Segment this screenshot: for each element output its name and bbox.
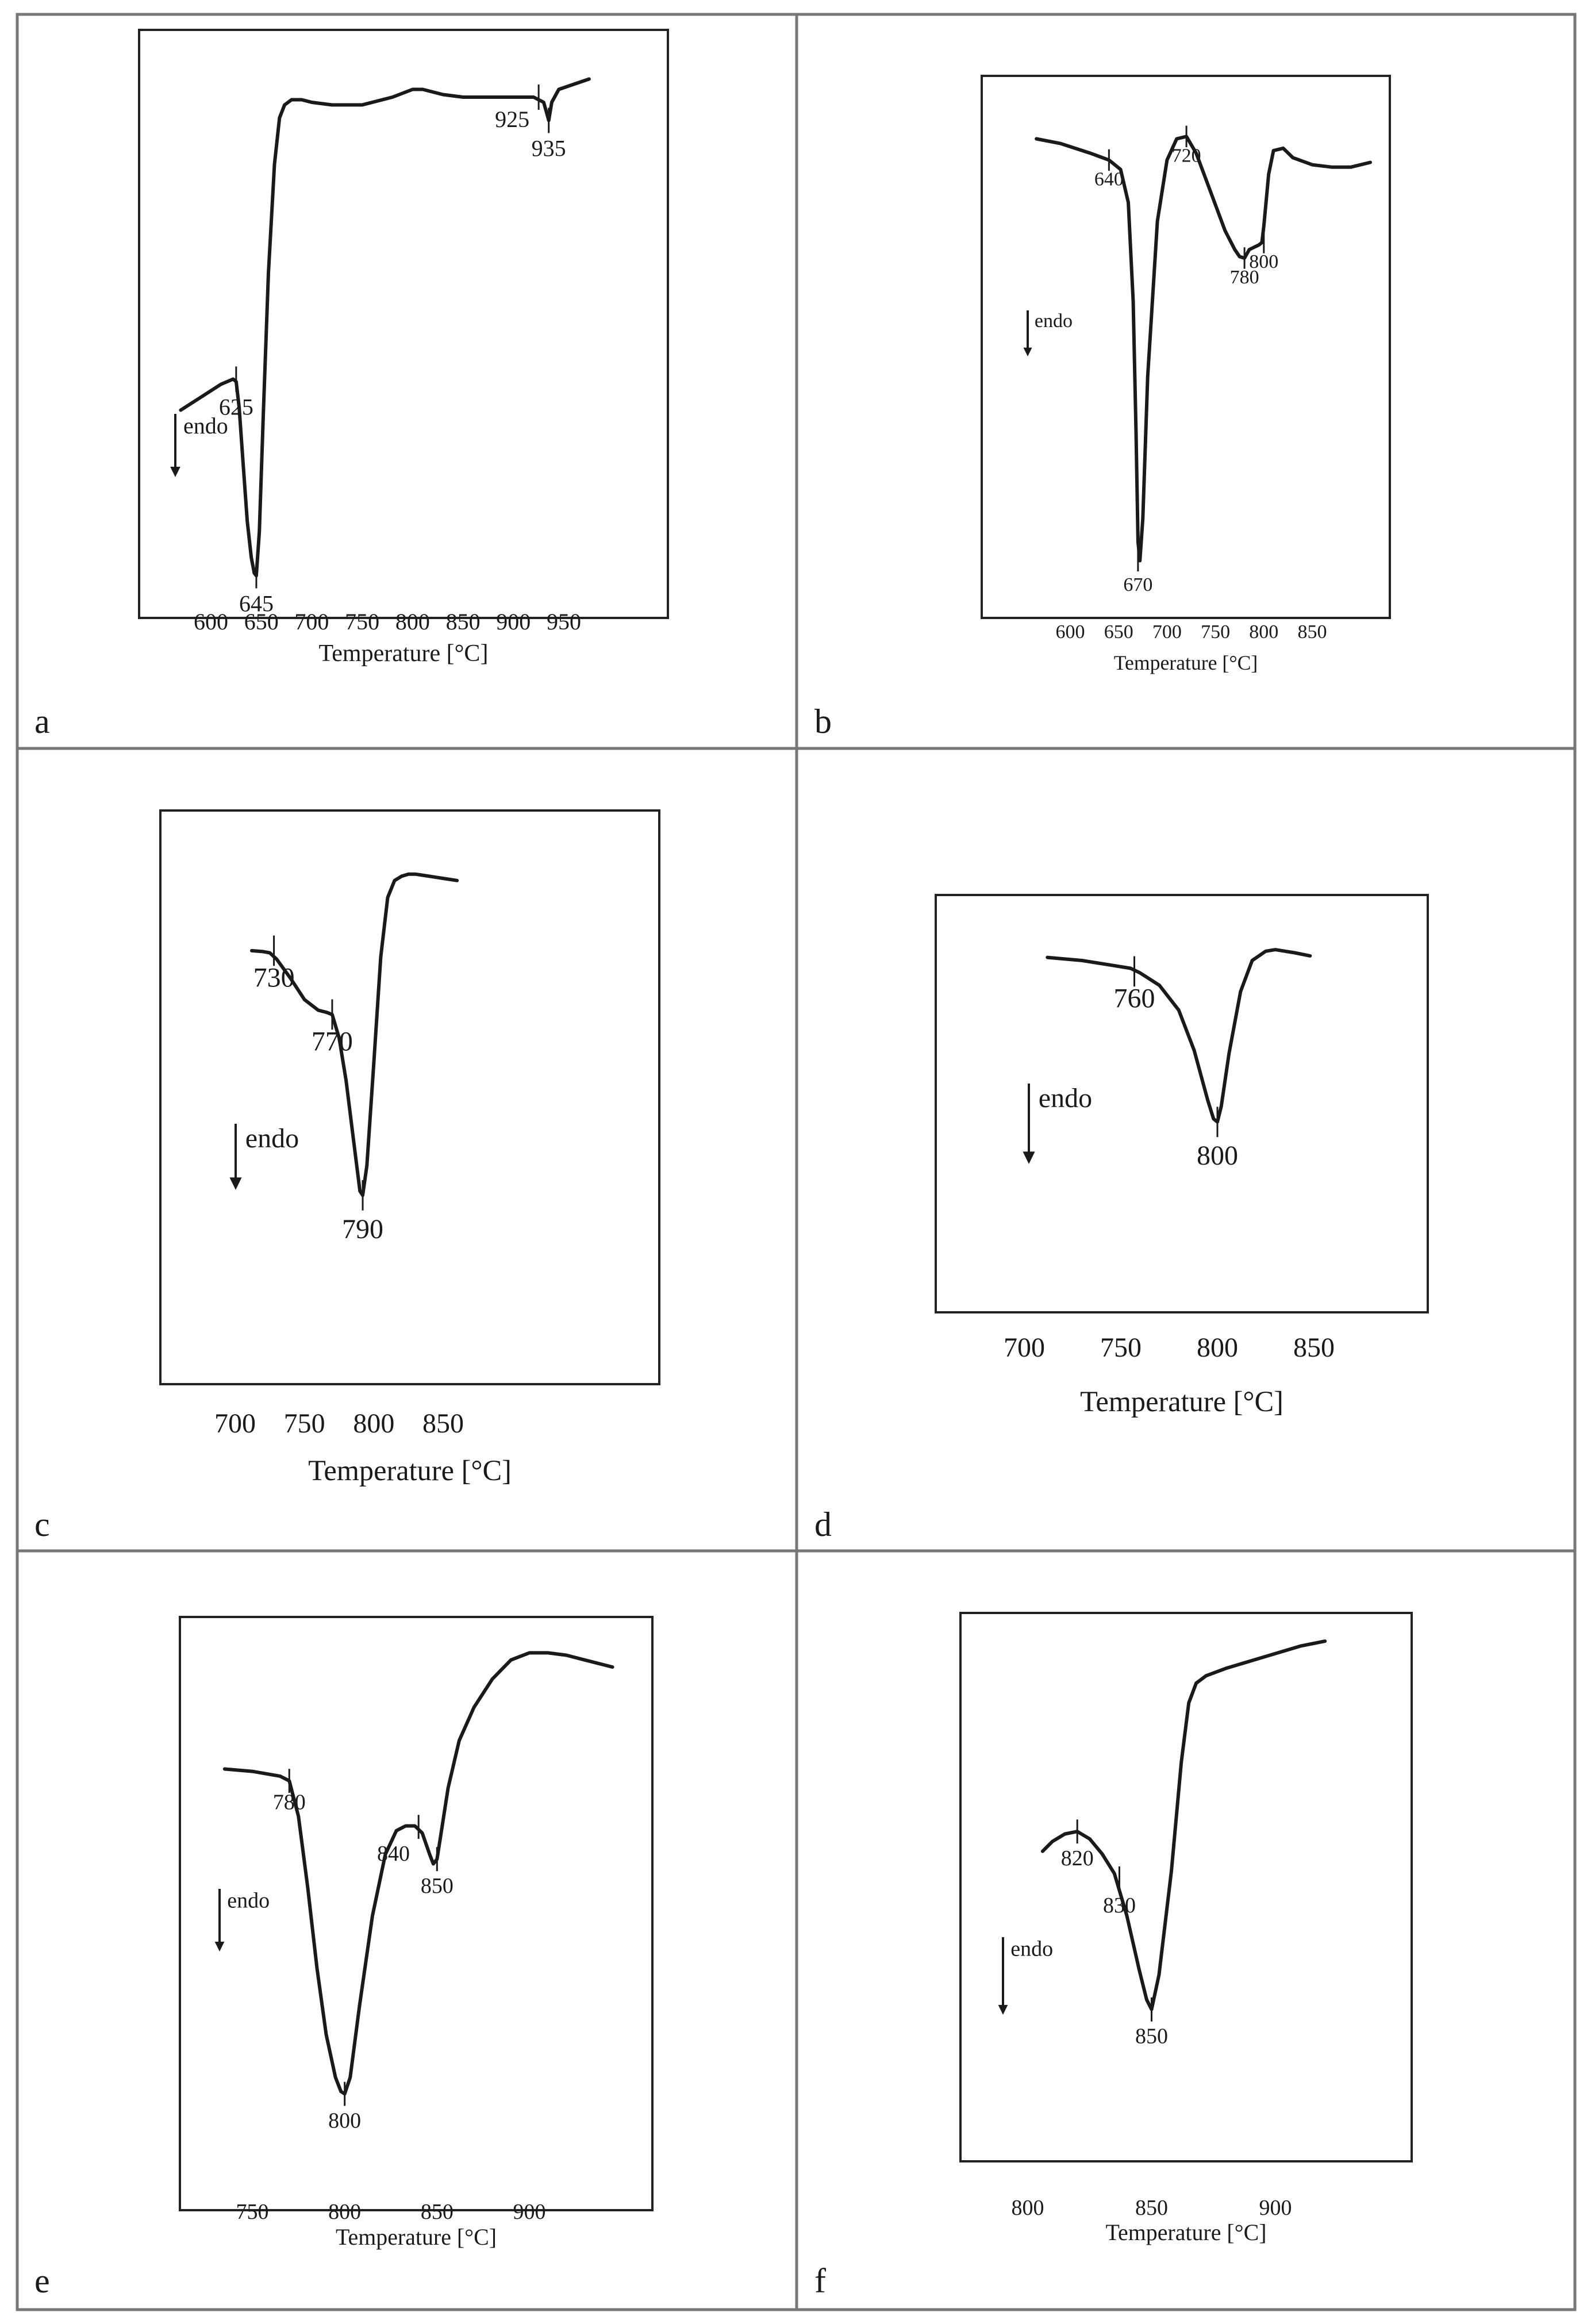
endo-label: endo	[1035, 310, 1073, 332]
x-tick-label: 850	[421, 2200, 454, 2224]
x-tick-label: 650	[244, 609, 279, 635]
peak-label: 820	[1061, 1846, 1094, 1870]
endo-arrow	[1023, 1084, 1035, 1164]
peak-label: 670	[1123, 574, 1152, 596]
x-tick-label: 750	[236, 2200, 269, 2224]
x-tick-label: 700	[294, 609, 329, 635]
x-tick-label: 800	[395, 609, 430, 635]
endo-label: endo	[1039, 1083, 1092, 1113]
figure-border	[16, 13, 1577, 2311]
x-axis-label: Temperature [°C]	[336, 2224, 497, 2250]
x-tick-label: 800	[1249, 621, 1278, 643]
endo-label: endo	[1010, 1937, 1053, 1961]
endo-arrow	[1023, 310, 1032, 356]
x-tick-label: 750	[284, 1408, 325, 1439]
peak-label: 935	[532, 136, 566, 162]
panel-letter: a	[34, 702, 50, 740]
plot-frame	[179, 1616, 654, 2211]
peak-label: 625	[219, 394, 253, 420]
peak-label: 730	[253, 962, 295, 993]
dta-curve	[1046, 948, 1312, 1124]
peak-label: 770	[312, 1026, 353, 1057]
x-tick-label: 750	[1201, 621, 1230, 643]
peak-label: 780	[1230, 267, 1259, 288]
peak-label: 850	[1135, 2025, 1168, 2049]
dta-curve	[1035, 135, 1372, 563]
peak-label: 800	[1249, 251, 1278, 272]
peak-label: 790	[342, 1214, 383, 1244]
x-tick-label: 800	[328, 2200, 361, 2224]
x-tick-label: 600	[1056, 621, 1085, 643]
x-tick-label: 850	[1135, 2196, 1168, 2220]
peak-label: 925	[495, 106, 529, 132]
x-tick-label: 850	[1293, 1332, 1335, 1363]
endo-arrow	[998, 1937, 1008, 2015]
chart-panel-a: 600 650 700 750 800 850 900 950 Temperature [°C]…	[34, 29, 669, 740]
peak-label: 760	[1114, 983, 1155, 1013]
x-axis-label: Temperature [°C]	[1105, 2219, 1266, 2245]
x-axis-label: Temperature [°C]	[319, 640, 489, 667]
peak-label: 830	[1103, 1893, 1136, 1918]
dta-curve	[179, 77, 591, 578]
x-tick-label: 800	[353, 1408, 394, 1439]
chart-panel-e: 750 800 850 900 Temperature [°C] 780 800 840 850…	[34, 1616, 654, 2300]
x-tick-label: 700	[1152, 621, 1182, 643]
x-tick-label: 850	[446, 609, 481, 635]
x-tick-label: 700	[1004, 1332, 1045, 1363]
chart-panel-d: 700 750 800 850 Temperature [°C] 760 800 endo d	[814, 894, 1429, 1543]
x-tick-label: 650	[1104, 621, 1133, 643]
endo-label: endo	[227, 1888, 270, 1912]
endo-label: endo	[245, 1123, 299, 1154]
plot-frame	[935, 894, 1429, 1313]
x-axis-label: Temperature [°C]	[1114, 651, 1258, 674]
x-tick-label: 750	[1100, 1332, 1142, 1363]
peak-label: 720	[1172, 145, 1201, 167]
plot-frame	[159, 809, 660, 1385]
peak-label: 800	[1197, 1140, 1238, 1171]
plot-frame	[981, 75, 1391, 619]
x-tick-label: 900	[1259, 2196, 1292, 2220]
x-tick-label: 900	[513, 2200, 546, 2224]
panel-letter: c	[34, 1505, 50, 1543]
x-tick-label: 900	[496, 609, 531, 635]
panel-letter: f	[814, 2262, 826, 2300]
peak-label: 840	[377, 1842, 410, 1866]
panel-letter: e	[34, 2262, 50, 2300]
peak-label: 640	[1094, 169, 1124, 190]
x-axis-label: Temperature [°C]	[308, 1454, 512, 1486]
panel-letter: d	[814, 1505, 832, 1543]
dta-curve	[1040, 1639, 1327, 2011]
plot-frame	[138, 29, 669, 619]
x-tick-label: 600	[194, 609, 228, 635]
x-tick-label: 750	[345, 609, 379, 635]
peak-label: 780	[273, 1791, 306, 1815]
x-tick-label: 950	[547, 609, 581, 635]
x-tick-label: 850	[1298, 621, 1327, 643]
x-tick-label: 800	[1012, 2196, 1044, 2220]
x-axis-label: Temperature [°C]	[1080, 1385, 1283, 1418]
peak-label: 645	[239, 591, 274, 617]
x-tick-label: 800	[1197, 1332, 1238, 1363]
endo-label: endo	[183, 413, 228, 439]
panel-letter: b	[814, 702, 832, 740]
peak-label: 800	[328, 2109, 361, 2133]
endo-arrow	[229, 1124, 242, 1190]
chart-panel-c: 700 750 800 850 Temperature [°C] 730 770 790 end…	[34, 809, 660, 1543]
peak-label: 850	[421, 1874, 454, 1898]
endo-arrow	[214, 1889, 225, 1952]
x-tick-label: 850	[422, 1408, 464, 1439]
plot-frame	[959, 1612, 1413, 2162]
dta-curve	[222, 1651, 614, 2096]
chart-panel-b: 600 650 700 750 800 850 Temperature [°C] 640 720…	[814, 75, 1391, 740]
endo-arrow	[170, 414, 180, 477]
dta-curve	[250, 872, 459, 1197]
x-tick-label: 700	[214, 1408, 256, 1439]
